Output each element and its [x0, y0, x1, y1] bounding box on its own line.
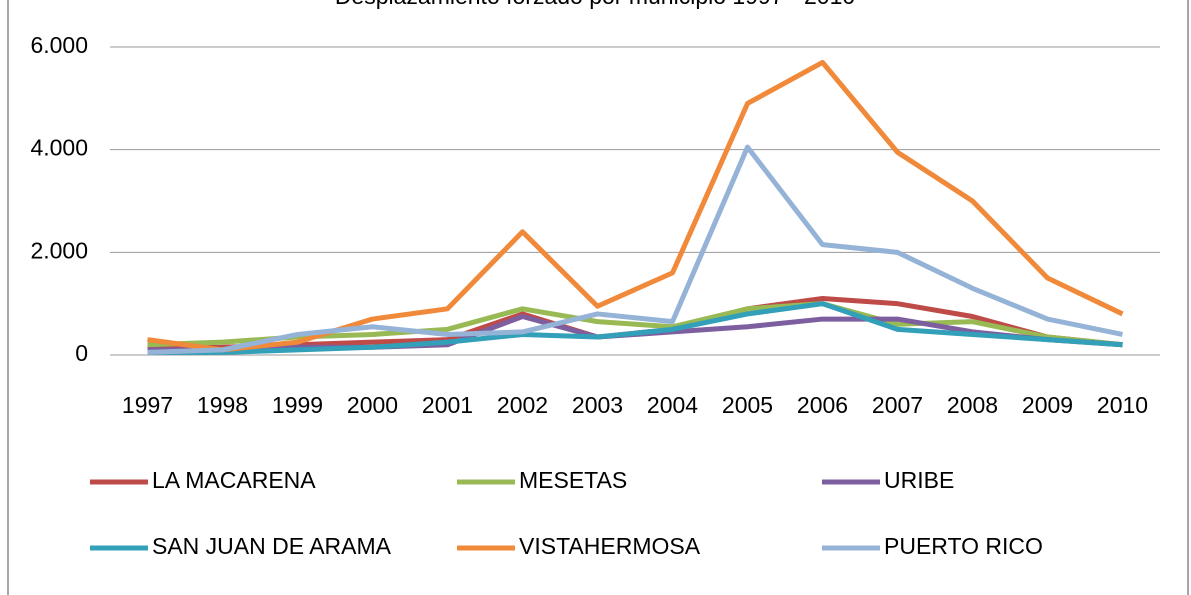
x-tick-label: 2010 [1097, 392, 1148, 418]
x-tick-label: 1998 [197, 392, 248, 418]
y-tick-label: 2.000 [30, 237, 88, 263]
x-tick-label: 2006 [797, 392, 848, 418]
legend-label: URIBE [884, 467, 954, 493]
legend-label: VISTAHERMOSA [519, 533, 701, 559]
chart-title: Desplazamiento forzado por municipio 199… [335, 0, 855, 9]
legend-label: MESETAS [519, 467, 627, 493]
x-tick-label: 2007 [872, 392, 923, 418]
x-tick-label: 1997 [122, 392, 173, 418]
y-tick-label: 4.000 [30, 135, 88, 161]
y-tick-label: 6.000 [30, 32, 88, 58]
legend-label: SAN JUAN DE ARAMA [152, 533, 392, 559]
x-tick-label: 2008 [947, 392, 998, 418]
y-tick-label: 0 [75, 340, 88, 366]
series-line [147, 59, 1124, 353]
series-line [147, 301, 1123, 355]
chart-frame [7, 0, 1189, 595]
x-tick-label: 2009 [1022, 392, 1073, 418]
x-tick-label: 2005 [722, 392, 773, 418]
x-tick-label: 2002 [497, 392, 548, 418]
legend-label: PUERTO RICO [884, 533, 1043, 559]
x-tick-label: 2000 [347, 392, 398, 418]
x-tick-label: 2003 [572, 392, 623, 418]
x-tick-label: 2001 [422, 392, 473, 418]
legend-label: LA MACARENA [152, 467, 316, 493]
x-tick-label: 1999 [272, 392, 323, 418]
series-line [147, 301, 1123, 348]
x-tick-label: 2004 [647, 392, 698, 418]
series-line [147, 144, 1124, 355]
